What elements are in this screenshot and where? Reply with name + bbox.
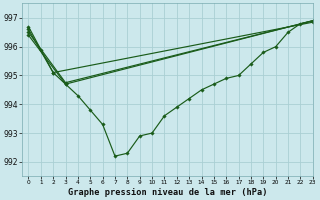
X-axis label: Graphe pression niveau de la mer (hPa): Graphe pression niveau de la mer (hPa) <box>68 188 267 197</box>
